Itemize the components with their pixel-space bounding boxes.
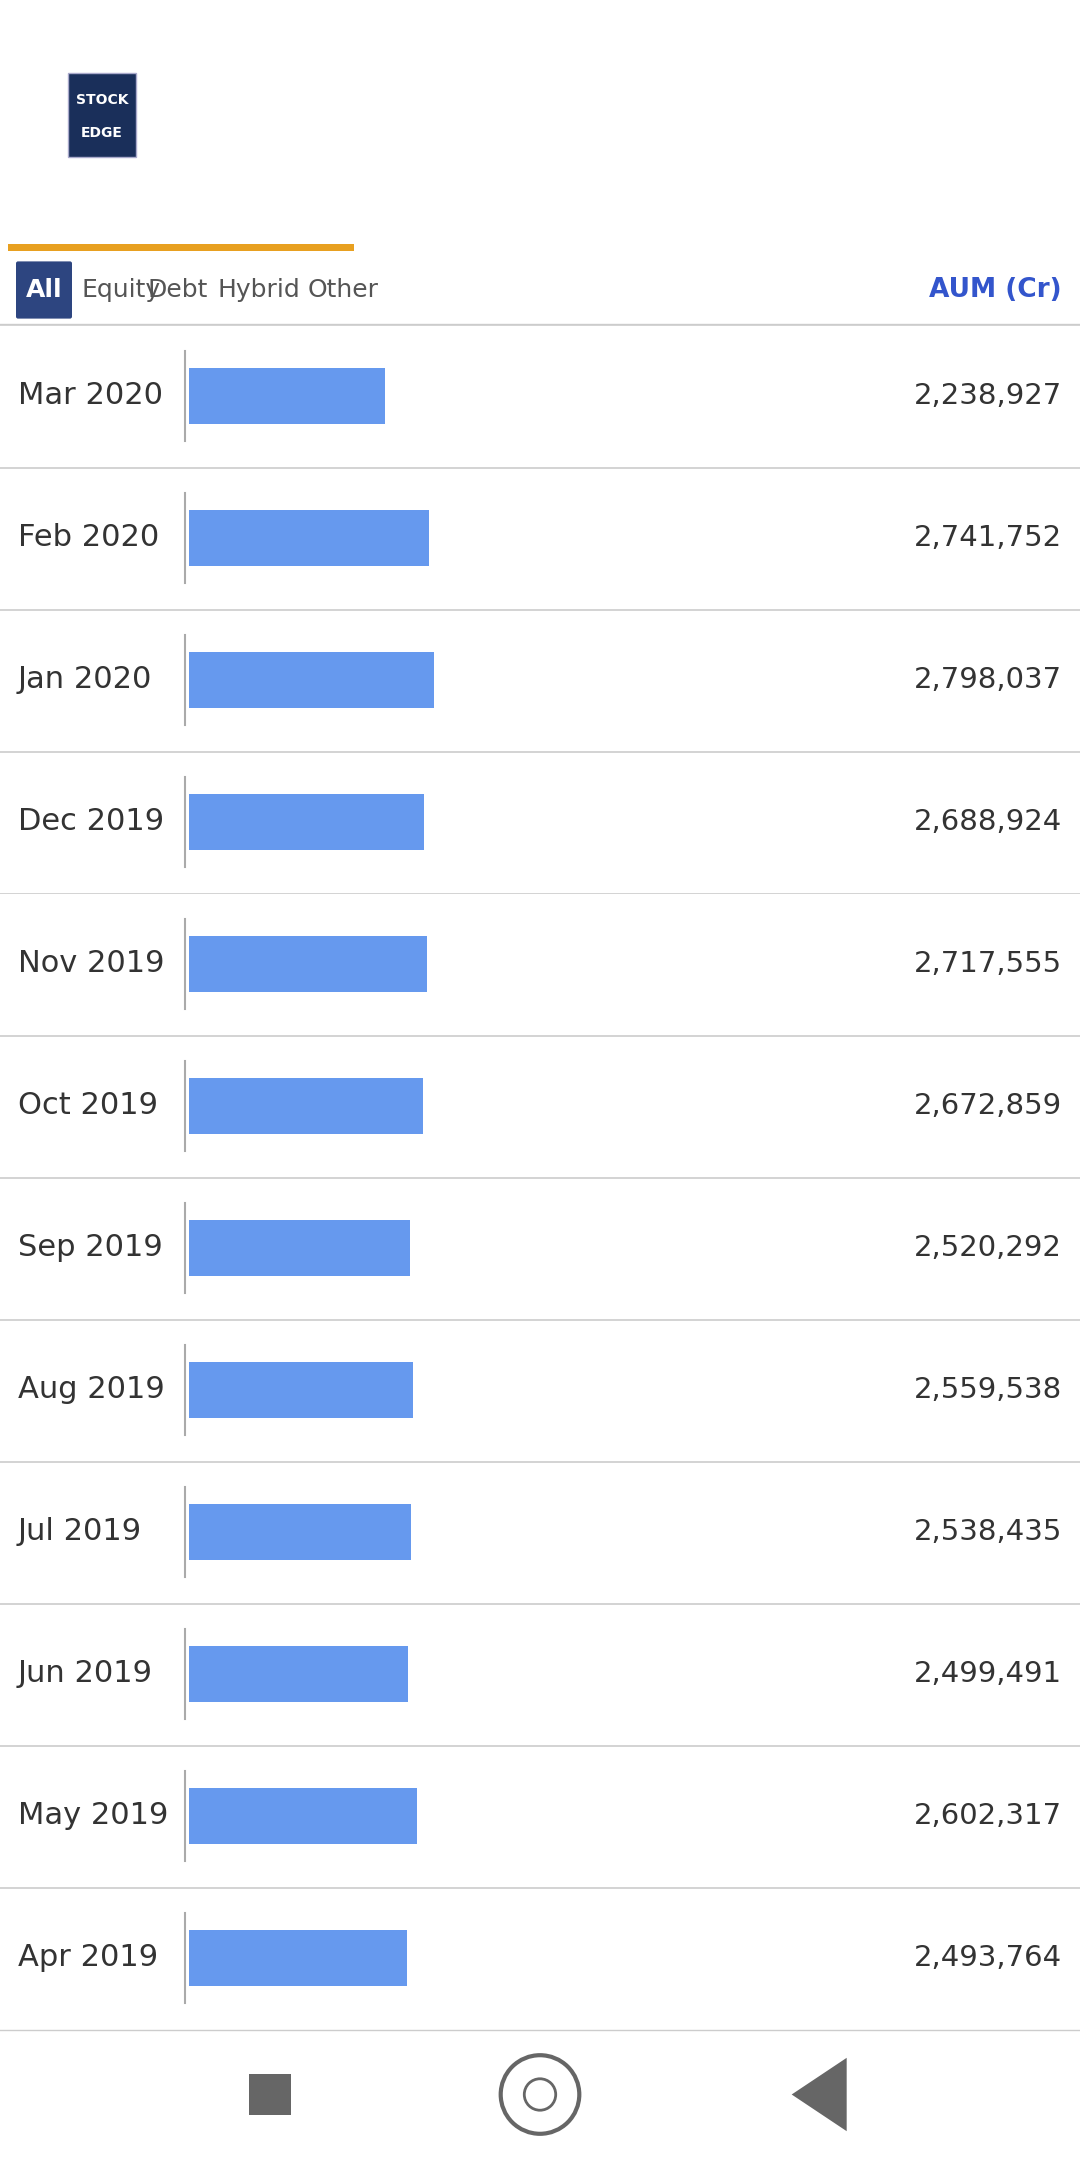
Text: ←: ←	[12, 95, 44, 134]
Text: Month Wise: Month Wise	[96, 192, 271, 218]
Text: Jan 2020: Jan 2020	[18, 665, 152, 696]
Text: 2,798,037: 2,798,037	[914, 665, 1062, 693]
Text: 2,741,752: 2,741,752	[914, 525, 1062, 553]
Text: 2,688,924: 2,688,924	[914, 808, 1062, 836]
Bar	[189, 1788, 417, 1845]
Bar	[189, 1220, 409, 1277]
Text: Debt: Debt	[148, 279, 208, 302]
Bar	[189, 510, 429, 566]
Text: 2,672,859: 2,672,859	[914, 1093, 1062, 1121]
Text: May 2019: May 2019	[18, 1801, 168, 1830]
Bar	[189, 1929, 407, 1987]
Text: AMC Wise: AMC Wise	[475, 192, 605, 218]
Bar	[8, 244, 353, 251]
FancyBboxPatch shape	[16, 261, 72, 318]
Text: Other: Other	[308, 279, 379, 302]
Text: EDGE: EDGE	[81, 125, 123, 140]
Text: ⋮: ⋮	[1029, 93, 1075, 136]
FancyBboxPatch shape	[68, 73, 136, 158]
Text: 2,559,538: 2,559,538	[914, 1376, 1062, 1404]
Text: Oct 2019: Oct 2019	[18, 1091, 158, 1121]
Text: 2,538,435: 2,538,435	[914, 1518, 1062, 1547]
Text: Dec 2019: Dec 2019	[18, 808, 164, 836]
Bar	[189, 367, 386, 423]
Text: STOCK: STOCK	[76, 93, 129, 106]
Text: 2,238,927: 2,238,927	[914, 382, 1062, 410]
Bar	[189, 1503, 411, 1560]
Text: 2,602,317: 2,602,317	[914, 1801, 1062, 1830]
Text: Apr 2019: Apr 2019	[18, 1944, 158, 1972]
Text: Nov 2019: Nov 2019	[18, 950, 164, 978]
Bar	[189, 1361, 414, 1419]
Text: Feb 2020: Feb 2020	[18, 523, 159, 553]
Text: Jul 2019: Jul 2019	[18, 1518, 143, 1547]
Text: Equity: Equity	[82, 279, 161, 302]
Text: 2,493,764: 2,493,764	[914, 1944, 1062, 1972]
Bar	[189, 935, 427, 991]
Text: Mar 2020: Mar 2020	[18, 382, 163, 410]
Text: 1:33 PM: 1:33 PM	[18, 17, 132, 41]
Text: Hybrid: Hybrid	[218, 279, 300, 302]
Text: 2,717,555: 2,717,555	[914, 950, 1062, 978]
Text: MF AUM Analysis: MF AUM Analysis	[160, 95, 561, 136]
Bar	[249, 2074, 291, 2115]
Bar	[189, 652, 434, 708]
Bar	[189, 1646, 408, 1702]
Bar	[189, 793, 424, 851]
Text: All: All	[26, 279, 63, 302]
Text: Jun 2019: Jun 2019	[18, 1659, 153, 1689]
Polygon shape	[792, 2058, 847, 2132]
Text: 2,520,292: 2,520,292	[914, 1233, 1062, 1261]
Text: Aug 2019: Aug 2019	[18, 1376, 165, 1404]
Text: AUM (Cr): AUM (Cr)	[930, 276, 1062, 302]
Bar	[189, 1078, 423, 1134]
Text: ... ✦ ⏰  Vo  ▲ll  4G  ▲ll   89: ... ✦ ⏰ Vo ▲ll 4G ▲ll 89	[865, 22, 1065, 37]
Text: Class Wise: Class Wise	[826, 192, 967, 218]
Text: Sep 2019: Sep 2019	[18, 1233, 163, 1261]
Text: 2,499,491: 2,499,491	[914, 1661, 1062, 1687]
